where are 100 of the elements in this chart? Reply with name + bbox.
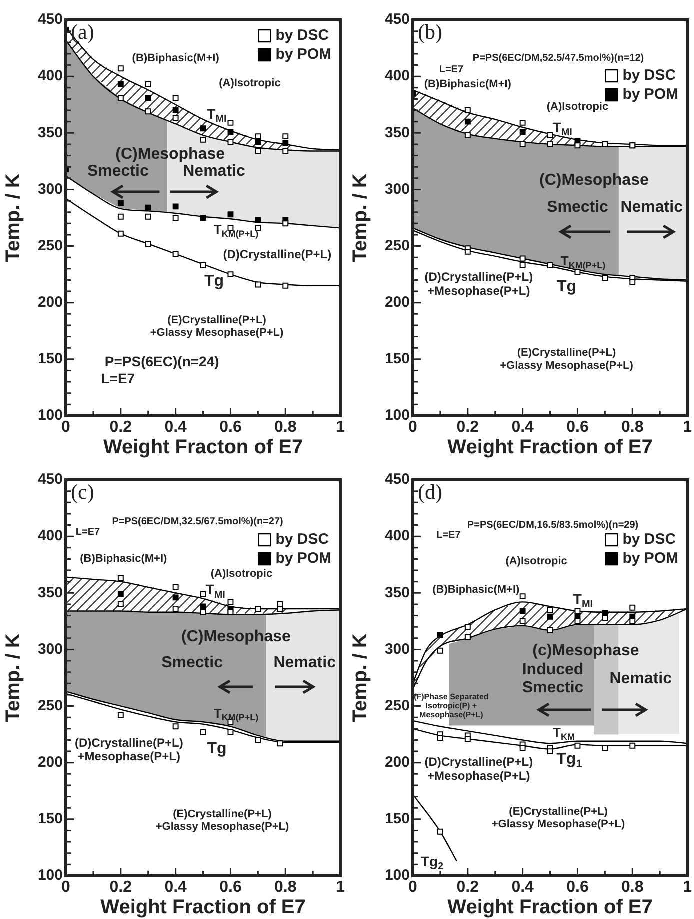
annotation: (A)Isotropic — [506, 555, 568, 568]
annotation: L=E7 — [101, 370, 136, 387]
y-tick-label: 400 — [384, 68, 410, 85]
annotation: (D)Crystalline(P+L) +Mesophase(P+L) — [424, 270, 534, 298]
x-axis-title: Weight Fraction of E7 — [448, 896, 653, 919]
chart-title: (c) — [71, 480, 94, 504]
y-tick-label: 100 — [38, 407, 63, 424]
y-tick-label: 100 — [384, 867, 410, 884]
y-tick-label: 350 — [384, 124, 410, 142]
x-axis-title: Weight Fracton of E7 — [103, 436, 304, 459]
y-tick-label: 150 — [384, 810, 410, 828]
y-tick-label: 400 — [38, 68, 63, 85]
y-tick-label: 350 — [38, 124, 63, 142]
x-tick-label: 0.2 — [110, 419, 132, 436]
x-tick-label: 0.6 — [220, 879, 242, 896]
annotation: Induced Smectic — [522, 661, 584, 697]
y-tick-label: 450 — [384, 11, 410, 28]
x-tick-label: 0.4 — [164, 879, 188, 896]
legend-label: by POM — [622, 86, 679, 104]
annotation: Smectic — [547, 199, 609, 216]
y-tick-label: 200 — [38, 754, 63, 771]
y-tick-label: 300 — [38, 180, 63, 198]
annotation: (E)Crystalline(P+L) +Glassy Mesophase(P+L) — [492, 806, 626, 831]
x-tick-label: 1 — [683, 879, 692, 896]
x-tick-label: 1 — [336, 879, 346, 896]
annotation: (D)Crystalline(P+L) +Mesophase(P+L) — [74, 736, 184, 764]
y-axis-title: Temp. / K — [2, 633, 25, 722]
annotation: (A)Isotropic — [219, 77, 281, 90]
y-tick-label: 300 — [384, 180, 410, 198]
x-tick-label: 0.8 — [622, 419, 644, 436]
y-tick-label: 450 — [38, 471, 63, 488]
x-tick-label: 0.4 — [512, 879, 534, 896]
legend-label: by DSC — [622, 67, 676, 84]
y-tick-label: 150 — [384, 350, 410, 368]
y-tick-label: 200 — [38, 294, 63, 311]
annotation: (D)Crystalline(P+L) +Mesophase(P+L) — [424, 755, 534, 783]
annotation: Tg — [207, 740, 227, 758]
x-tick-label: 0.2 — [456, 879, 480, 896]
legend-label: by DSC — [622, 531, 676, 548]
annotation: Nematic — [610, 670, 672, 688]
annotation: Nematic — [183, 163, 246, 180]
legend-label: by DSC — [276, 27, 330, 44]
y-tick-label: 200 — [384, 754, 410, 771]
y-tick-label: 400 — [384, 528, 410, 545]
y-axis-title: Temp. / K — [350, 633, 372, 722]
y-tick-label: 350 — [384, 584, 410, 602]
annotation: (E)Crystalline(P+L) +Glassy Mesophase(P+L) — [150, 314, 284, 339]
y-tick-label: 200 — [384, 294, 410, 311]
legend-label: by POM — [276, 46, 332, 64]
y-tick-label: 400 — [38, 528, 63, 545]
x-tick-label: 0 — [62, 419, 71, 436]
x-axis-title: Weight Fraction of E7 — [100, 896, 306, 919]
annotation: (E)Crystalline(P+L) +Glassy Mesophase(P+L) — [500, 347, 634, 372]
annotation: Tg — [556, 278, 577, 296]
y-axis-title: Temp. / K — [2, 173, 25, 262]
y-tick-label: 250 — [38, 697, 63, 714]
x-tick-label: 0.8 — [274, 879, 297, 896]
annotation: L=E7 — [76, 526, 100, 538]
chart-title: (a) — [71, 20, 94, 44]
y-tick-label: 250 — [384, 697, 410, 714]
annotation: Smectic — [87, 163, 149, 180]
y-tick-label: 100 — [384, 407, 410, 424]
x-tick-label: 1 — [683, 419, 692, 436]
y-tick-label: 250 — [384, 237, 410, 254]
annotation: (A)Isotropic — [546, 101, 609, 114]
y-tick-label: 350 — [38, 584, 63, 602]
x-tick-label: 0 — [408, 419, 418, 436]
x-tick-label: 0 — [408, 879, 418, 896]
annotation: Smectic — [162, 654, 224, 672]
annotation: Nematic — [620, 199, 684, 216]
y-tick-label: 150 — [38, 350, 63, 368]
annotation: L=E7 — [436, 530, 462, 542]
annotation: P=PS(6EC/DM,16.5/83.5mol%)(n=29) — [467, 520, 639, 532]
x-tick-label: 0 — [62, 879, 71, 896]
annotation: Nematic — [274, 654, 336, 672]
legend-label: by POM — [622, 550, 679, 568]
x-tick-label: 0.4 — [164, 419, 188, 436]
y-tick-label: 450 — [38, 11, 63, 28]
x-axis-title: Weight Fraction of E7 — [448, 436, 653, 459]
chart-title: (d) — [418, 480, 442, 504]
annotation: (C)Mesophase — [116, 146, 226, 164]
y-tick-label: 250 — [38, 237, 63, 254]
y-tick-label: 450 — [384, 471, 410, 488]
annotation: (E)Crystalline(P+L) +Glassy Mesophase(P+L) — [156, 808, 290, 833]
y-tick-label: 150 — [38, 810, 63, 828]
x-tick-label: 0.2 — [110, 879, 132, 896]
x-tick-label: 0.6 — [566, 879, 589, 896]
x-tick-label: 0.6 — [566, 419, 589, 436]
annotation: P=PS(6EC/DM,32.5/67.5mol%)(n=27) — [112, 516, 284, 528]
x-tick-label: 0.4 — [512, 419, 534, 436]
annotation: (B)Biphasic(M+I) — [80, 553, 168, 566]
annotation: Tg — [204, 272, 224, 290]
y-tick-label: 100 — [38, 867, 63, 884]
annotation: P=PS(6EC/DM,52.5/47.5mol%)(n=12) — [472, 53, 644, 64]
annotation: (B)Biphasic(M+I) — [424, 78, 512, 91]
annotation: (D)Crystalline(P+L) — [223, 248, 332, 262]
legend-label: by POM — [276, 550, 332, 568]
annotation: (B)Biphasic(M+I) — [432, 584, 520, 596]
chart-title: (b) — [418, 20, 442, 44]
annotation: P=PS(6EC)(n=24) — [104, 354, 220, 370]
